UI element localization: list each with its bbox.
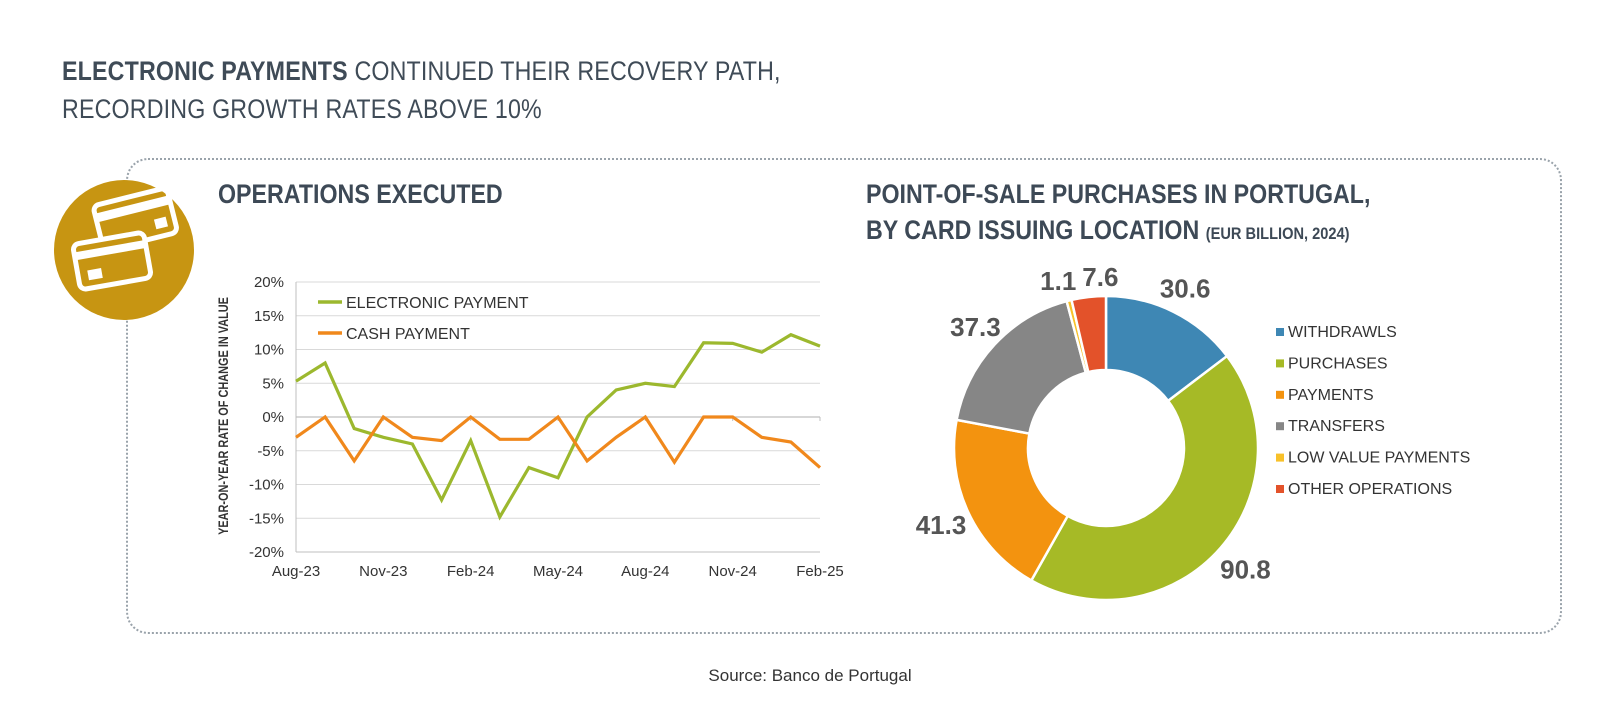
donut-slice-transfers — [955, 299, 1088, 436]
x-tick-label: Aug-23 — [272, 563, 320, 580]
y-tick-label: -5% — [257, 443, 284, 460]
legend-swatch — [1276, 453, 1284, 462]
legend-label: TRANSFERS — [1288, 418, 1385, 435]
source-note: Source: Banco de Portugal — [708, 666, 912, 685]
credit-cards-icon — [71, 186, 179, 292]
y-tick-label: -20% — [249, 544, 284, 561]
legend-swatch — [1276, 422, 1284, 431]
slice-value-label: 7.6 — [1082, 262, 1118, 292]
legend-label: WITHDRAWLS — [1288, 324, 1397, 341]
y-tick-label: 20% — [254, 274, 284, 291]
headline-bold: ELECTRONIC PAYMENTS — [62, 56, 348, 86]
legend-label: LOW VALUE PAYMENTS — [1288, 450, 1470, 467]
legend-label: PURCHASES — [1288, 355, 1388, 372]
pie-chart-title-line1: POINT-OF-SALE PURCHASES IN PORTUGAL, — [866, 179, 1371, 209]
slice-value-label: 37.3 — [950, 312, 1001, 342]
donut-slice-purchases — [1029, 354, 1260, 602]
slice-value-label: 90.8 — [1220, 555, 1271, 585]
slice-value-label: 41.3 — [916, 510, 967, 540]
slice-value-label: 1.1 — [1040, 266, 1076, 296]
donut-slice-other-operations — [1070, 294, 1108, 374]
line-chart-y-axis-label: YEAR-ON-YEAR RATE OF CHANGE IN VALUE — [216, 297, 232, 535]
legend-swatch — [1276, 485, 1284, 493]
pie-chart-title: POINT-OF-SALE PURCHASES IN PORTUGAL, BY … — [866, 176, 1370, 252]
legend-label: CASH PAYMENT — [346, 326, 470, 343]
x-tick-label: Feb-24 — [447, 563, 495, 580]
legend-label: OTHER OPERATIONS — [1288, 481, 1452, 498]
slice-value-label: 30.6 — [1160, 274, 1211, 304]
line-chart-title: OPERATIONS EXECUTED — [218, 179, 503, 209]
x-tick-label: Aug-24 — [621, 563, 669, 580]
series-line-electronic-payment — [295, 332, 821, 521]
credit-cards-badge — [54, 180, 194, 320]
legend-swatch — [1276, 359, 1284, 368]
y-tick-label: 15% — [254, 308, 284, 325]
headline-rest: CONTINUED THEIR RECOVERY PATH, — [347, 56, 781, 86]
x-tick-label: Nov-24 — [708, 563, 756, 580]
y-tick-label: -15% — [249, 510, 284, 527]
legend-label: PAYMENTS — [1288, 387, 1374, 404]
pie-chart-title-suffix: (EUR BILLION, 2024) — [1205, 224, 1350, 243]
legend-swatch — [1276, 328, 1284, 336]
x-tick-label: Nov-23 — [359, 563, 407, 580]
x-tick-label: May-24 — [533, 563, 583, 580]
y-tick-label: 0% — [262, 409, 284, 426]
y-tick-label: 5% — [262, 375, 284, 392]
legend-swatch — [1276, 390, 1284, 399]
charts-panel — [126, 158, 1562, 634]
legend-label: ELECTRONIC PAYMENT — [346, 295, 529, 312]
line-chart: 20% 15% 10% 5% 0% -5% -10% -15% -20% Aug-23 Nov-2… — [216, 274, 844, 580]
x-tick-label: Feb-25 — [796, 563, 844, 580]
pie-chart-title-line2: BY CARD ISSUING LOCATION — [866, 215, 1200, 245]
page-headline: ELECTRONIC PAYMENTS CONTINUED THEIR RECO… — [62, 52, 781, 128]
headline-line2: RECORDING GROWTH RATES ABOVE 10% — [62, 94, 542, 124]
donut-chart: 30.6 90.8 41.3 37.3 1.1 7.6 WITHDRAWLS PURCHAS… — [916, 262, 1470, 602]
y-tick-label: -10% — [249, 477, 284, 494]
series-line-cash-payment — [295, 414, 822, 469]
y-tick-label: 10% — [254, 342, 284, 359]
donut-slice-payments — [952, 418, 1070, 583]
